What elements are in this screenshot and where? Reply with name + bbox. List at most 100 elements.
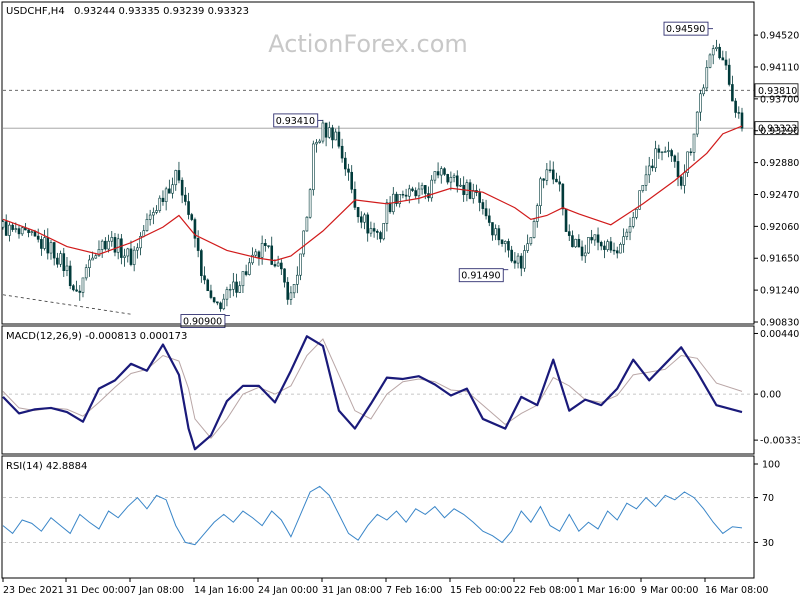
candle-body xyxy=(174,170,178,186)
price-annotations: 0.93410 0.90900 0.91490 0.94590 xyxy=(180,21,714,329)
candle-body xyxy=(347,168,350,173)
candle-body xyxy=(180,179,184,196)
candle-body xyxy=(548,169,552,171)
candle-body xyxy=(686,151,689,173)
candle-body xyxy=(62,253,66,272)
candle-body xyxy=(558,181,561,185)
candle-body xyxy=(4,221,8,236)
candle-body xyxy=(612,249,616,252)
candle-body xyxy=(136,247,139,251)
candle-body xyxy=(647,165,651,176)
candle-body xyxy=(36,235,40,240)
candle-body xyxy=(657,148,661,153)
candle-body xyxy=(651,165,654,169)
candlestick-series xyxy=(1,39,744,312)
price-label-text: 0.90900 xyxy=(183,317,222,328)
macd-tick-label: 0.00 xyxy=(760,390,781,401)
price-horizontal-lines: 0.93810 0.93323 xyxy=(3,83,799,136)
time-tick-label: 31 Jan 08:00 xyxy=(322,585,382,596)
macd-tick-label: -0.003338 xyxy=(760,436,800,447)
candle-body xyxy=(663,151,667,153)
candle-body xyxy=(353,188,357,208)
symbol-label: USDCHF,H4 xyxy=(6,6,65,17)
candle-body xyxy=(155,210,158,213)
candle-body xyxy=(356,207,360,218)
candle-body xyxy=(382,223,385,240)
candle-body xyxy=(631,217,635,227)
candle-body xyxy=(219,302,222,310)
candle-body xyxy=(196,238,200,251)
candle-body xyxy=(401,194,405,196)
candle-body xyxy=(113,237,117,253)
candle-body xyxy=(388,202,392,213)
price-label-box xyxy=(180,314,226,329)
candle-body xyxy=(254,251,258,256)
price-tick-label: 0.93290 xyxy=(760,126,799,137)
candle-body xyxy=(599,242,603,247)
price-label-text: 0.94590 xyxy=(666,24,705,35)
candle-body xyxy=(529,237,533,245)
candle-body xyxy=(81,277,85,293)
candle-body xyxy=(737,112,741,114)
candle-body xyxy=(727,64,731,85)
candle-body xyxy=(436,171,440,176)
price-tick-label: 0.94110 xyxy=(760,62,799,73)
candle-body xyxy=(583,252,587,257)
candle-body xyxy=(91,257,94,261)
candle-body xyxy=(417,188,421,197)
candle-body xyxy=(734,100,737,113)
candle-body xyxy=(328,127,331,138)
candle-body xyxy=(711,48,715,56)
price-tick-label: 0.93700 xyxy=(760,94,799,105)
time-tick-label: 31 Dec 00:00 xyxy=(66,585,130,596)
candle-body xyxy=(56,257,59,265)
candle-body xyxy=(724,59,728,66)
candle-body xyxy=(593,234,597,241)
candle-body xyxy=(104,240,107,250)
candle-body xyxy=(65,265,69,272)
candle-body xyxy=(555,178,558,183)
candle-body xyxy=(625,231,629,237)
candle-body xyxy=(692,133,696,153)
candle-body xyxy=(145,219,149,231)
candle-body xyxy=(232,281,235,290)
candle-body xyxy=(519,255,523,269)
candle-body xyxy=(312,143,315,191)
candle-body xyxy=(123,255,126,258)
candle-body xyxy=(331,127,334,141)
candle-body xyxy=(33,231,37,237)
candle-body xyxy=(248,262,251,275)
candle-body xyxy=(395,193,398,204)
candle-body xyxy=(203,275,206,281)
candle-body xyxy=(216,301,219,304)
candle-body xyxy=(164,188,168,202)
candle-body xyxy=(100,240,104,250)
rsi-panel: RSI(14) 42.8884 100 70 30 xyxy=(1,455,780,579)
time-tick-label: 14 Jan 16:00 xyxy=(194,585,254,596)
candle-body xyxy=(740,112,744,129)
candle-body xyxy=(84,267,88,279)
price-tick-label: 0.91650 xyxy=(760,254,799,265)
candle-body xyxy=(430,179,433,199)
candle-body xyxy=(184,194,187,202)
candle-body xyxy=(305,216,309,232)
rsi-series-line xyxy=(2,485,743,546)
candle-body xyxy=(251,254,254,264)
price-panel: ActionForex.com USDCHF,H4 0.93244 0.9333… xyxy=(1,1,799,329)
macd-main-line xyxy=(2,335,743,451)
candle-body xyxy=(423,185,427,194)
macd-label: MACD(12,26,9) -0.000813 0.000173 xyxy=(6,331,187,342)
candle-body xyxy=(171,184,174,194)
candle-body xyxy=(503,241,507,244)
candle-body xyxy=(20,227,24,235)
price-tick-label: 0.92470 xyxy=(760,190,799,201)
candle-body xyxy=(465,182,469,195)
candle-body xyxy=(276,262,280,267)
candle-body xyxy=(615,250,619,254)
candle-body xyxy=(110,237,114,242)
candle-body xyxy=(187,201,190,215)
candle-body xyxy=(628,226,632,233)
candle-body xyxy=(177,170,181,181)
candle-body xyxy=(212,297,216,303)
